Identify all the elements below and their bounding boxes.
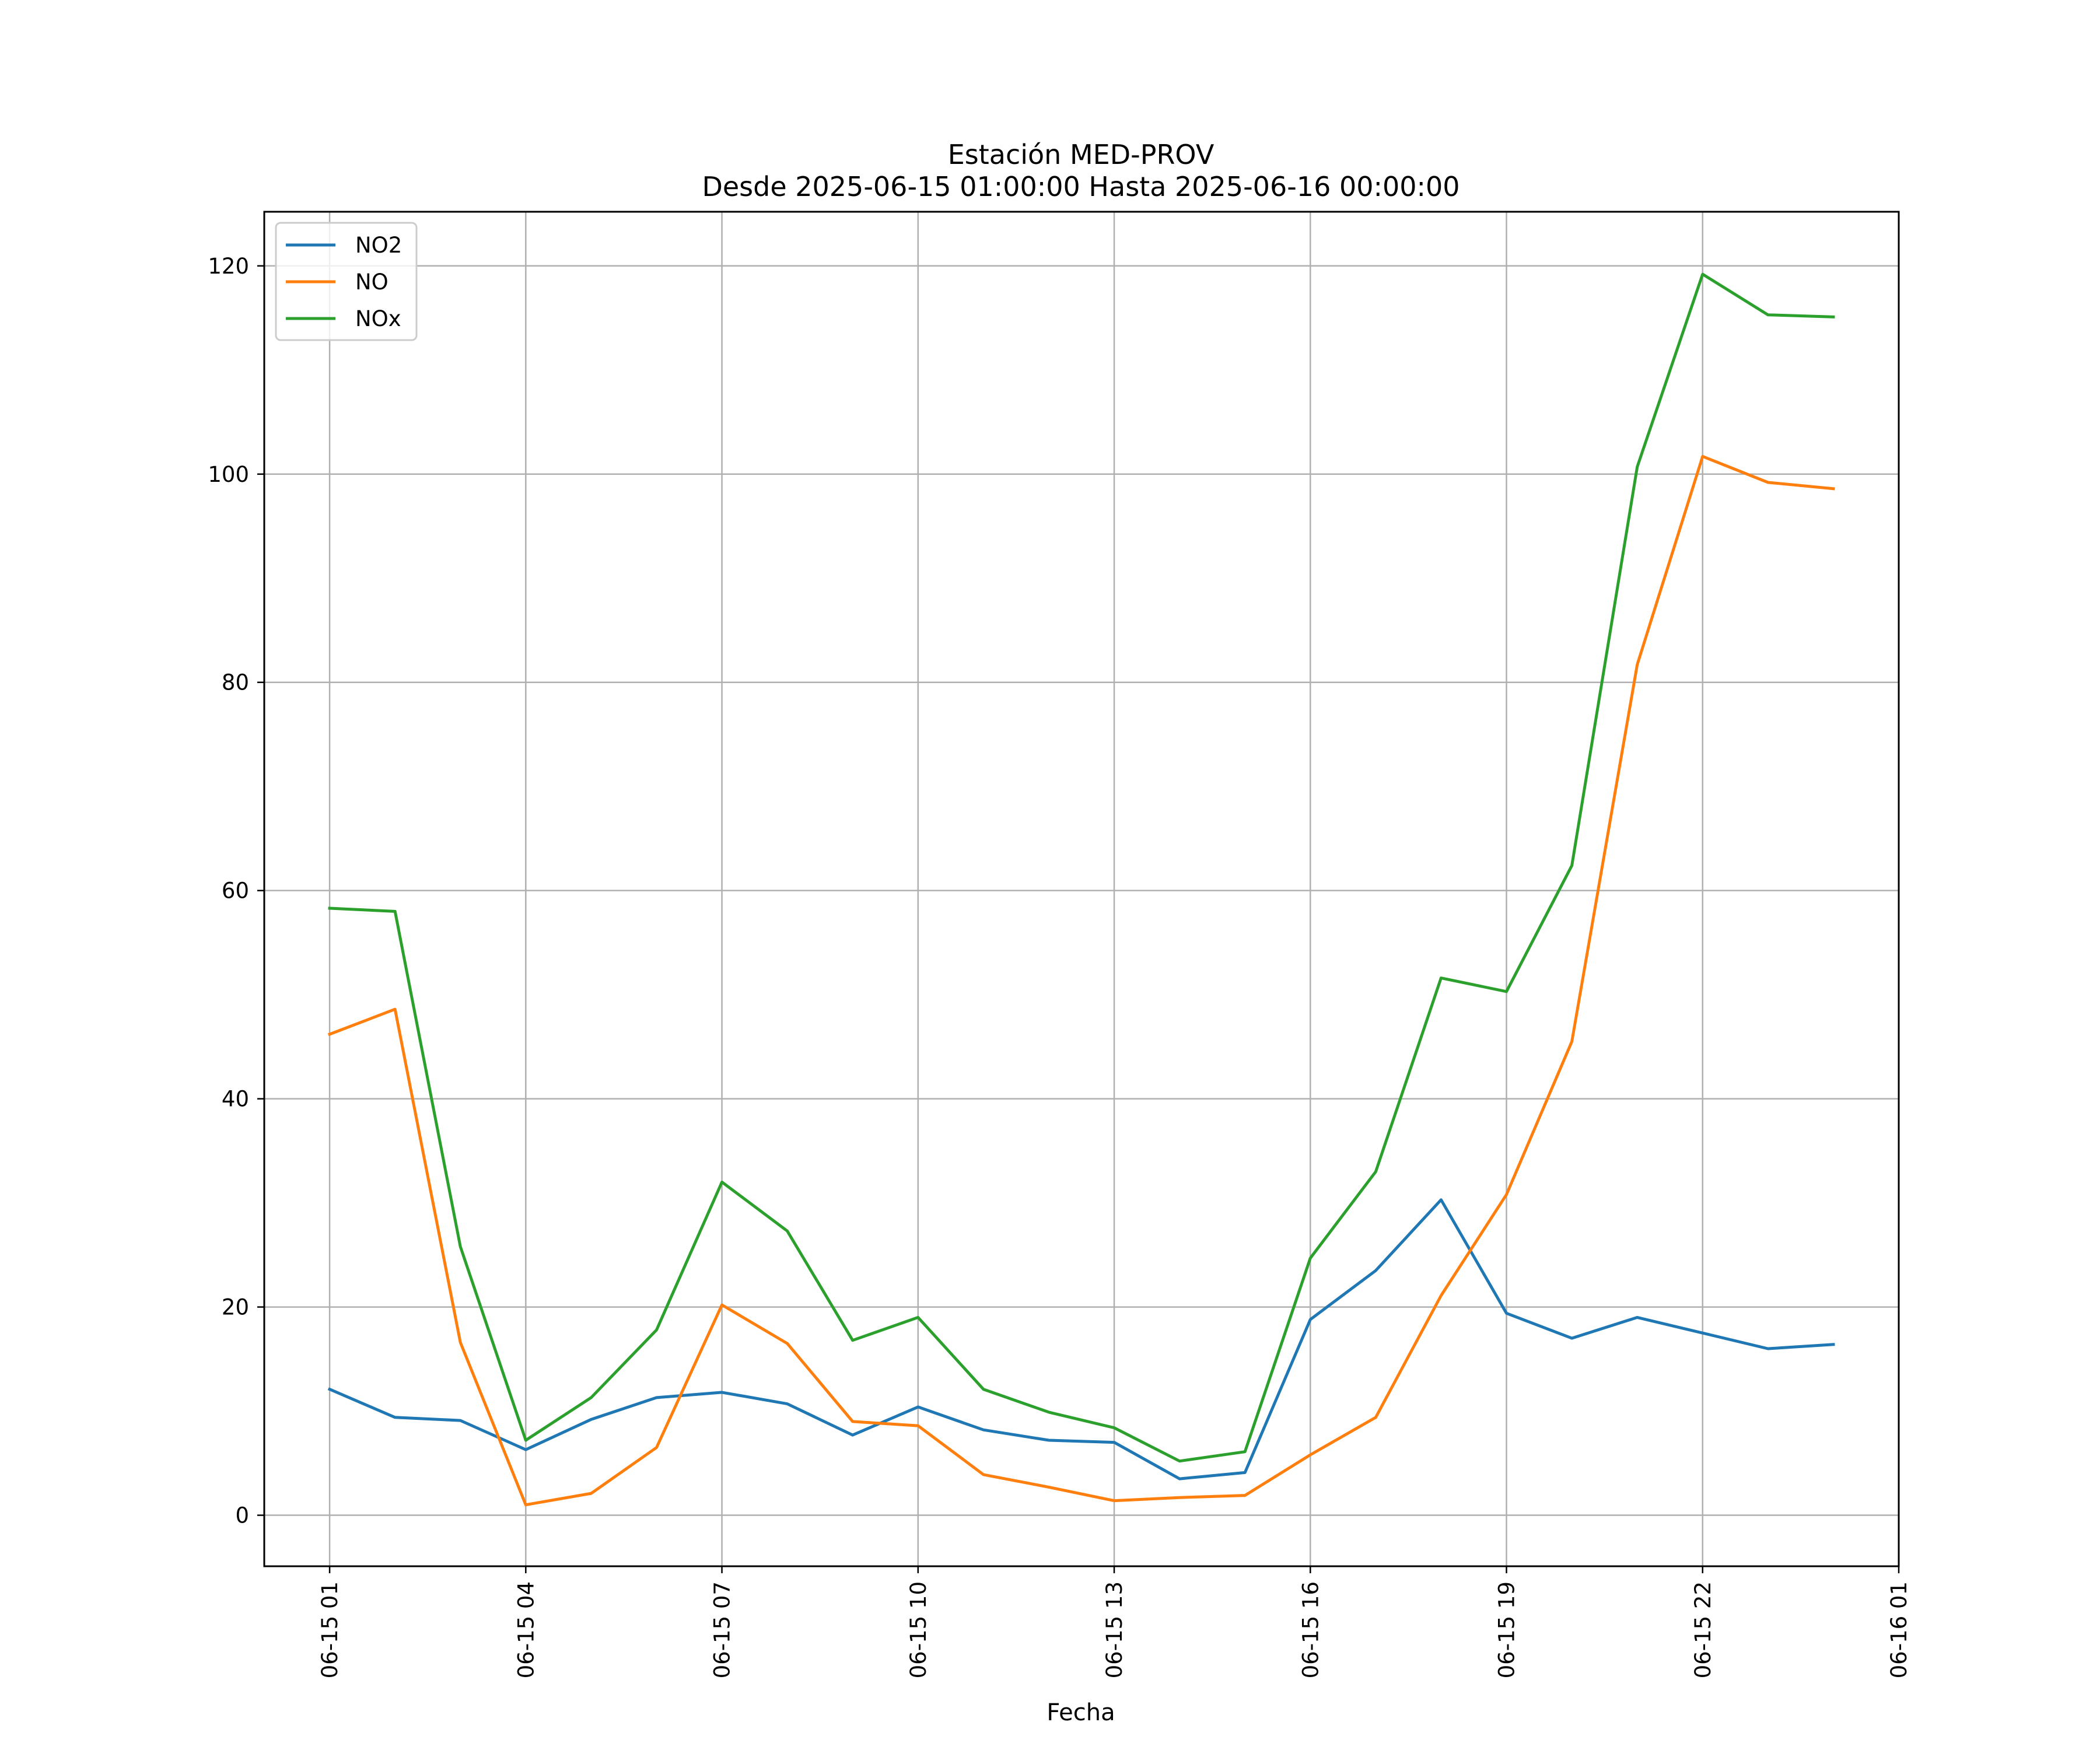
x-tick-label: 06-15 04 [513, 1581, 538, 1678]
legend-label-no: NO [355, 270, 388, 295]
chart-title: Estación MED-PROV [948, 139, 1214, 170]
y-tick-label: 120 [208, 254, 249, 279]
y-tick-label: 40 [222, 1087, 249, 1112]
series-line-no2 [327, 1198, 1835, 1480]
plot-area-frame [263, 211, 1900, 1567]
series-lines [327, 272, 1835, 1507]
x-axis-title: Fecha [1046, 1699, 1115, 1726]
x-tick-label: 06-15 01 [317, 1581, 342, 1678]
x-tick-label: 06-15 19 [1494, 1581, 1520, 1678]
series-line-no [327, 454, 1835, 1507]
legend-label-nox: NOx [355, 306, 401, 331]
x-tick-label: 06-15 10 [906, 1581, 931, 1678]
legend-label-no2: NO2 [355, 233, 402, 258]
x-tick-label: 06-16 01 [1887, 1581, 1912, 1678]
axis-ticks: 0 20 40 60 80 100 120 06-15 01 06-15 04 06-15 07 0… [208, 254, 1912, 1679]
y-tick-label: 60 [222, 878, 249, 904]
grid [264, 212, 1900, 1566]
legend-box [275, 222, 418, 341]
x-tick-label: 06-15 07 [710, 1581, 735, 1678]
x-tick-label: 06-15 22 [1690, 1581, 1716, 1678]
y-tick-label: 0 [235, 1503, 249, 1528]
series-line-nox [328, 272, 1835, 1463]
chart-subtitle: Desde 2025-06-15 01:00:00 Hasta 2025-06-… [702, 171, 1460, 202]
y-tick-label: 80 [222, 670, 249, 695]
y-tick-label: 20 [222, 1295, 249, 1320]
y-tick-label: 100 [208, 462, 249, 487]
legend: NO2 NO NOx [275, 222, 418, 341]
x-tick-label: 06-15 13 [1102, 1581, 1127, 1678]
x-tick-label: 06-15 16 [1298, 1581, 1323, 1678]
